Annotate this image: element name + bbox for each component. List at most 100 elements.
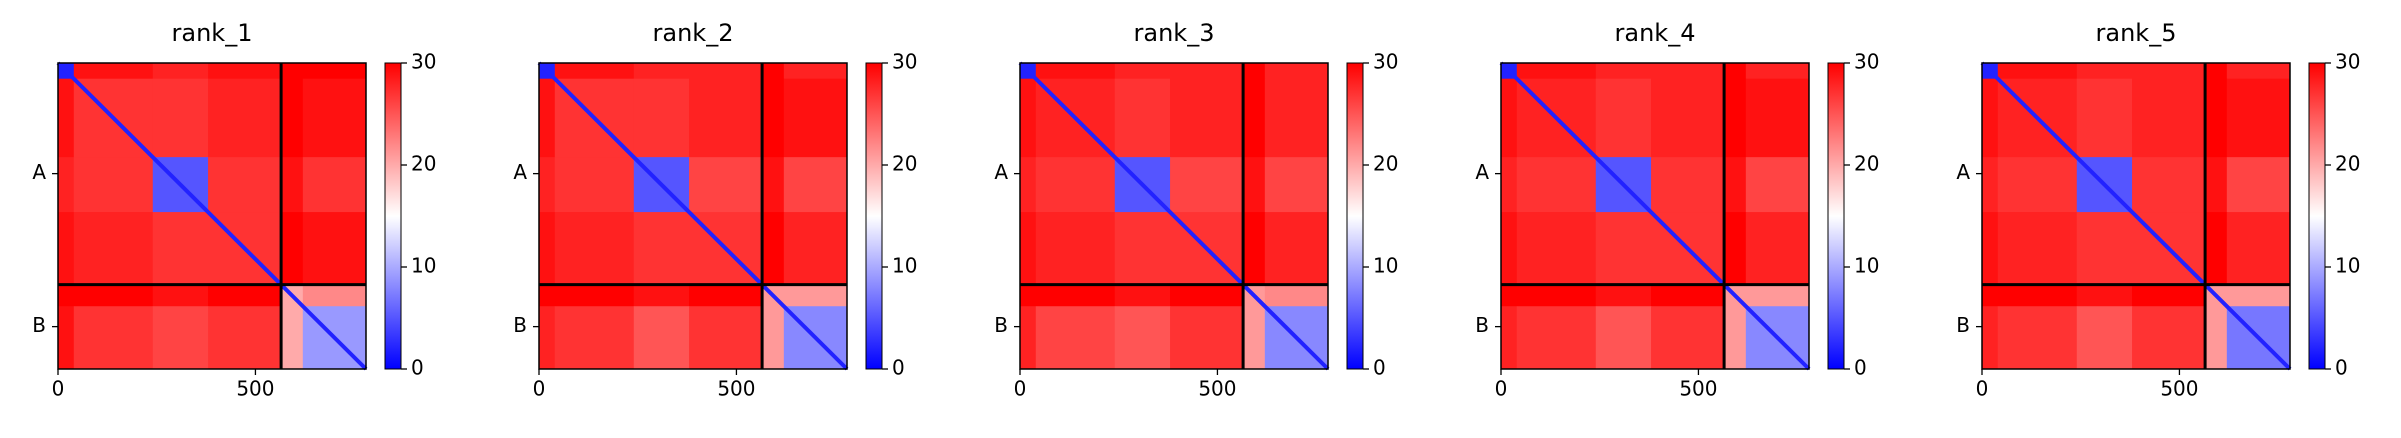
heatmap-cell xyxy=(633,63,690,80)
heatmap-cell xyxy=(58,306,75,370)
heatmap-cell xyxy=(1724,306,1747,370)
plot-frame xyxy=(57,62,367,370)
heatmap-cell xyxy=(2226,78,2291,158)
heatmap-cell xyxy=(762,306,785,370)
x-tick-label: 0 xyxy=(52,377,65,401)
heatmap-cell xyxy=(1982,284,1999,307)
heatmap-cell xyxy=(1170,78,1244,158)
panel-title: rank_5 xyxy=(2096,19,2177,47)
colorbar-tick-label: 20 xyxy=(411,152,436,176)
panel-title: rank_1 xyxy=(172,19,253,47)
colorbar xyxy=(1346,62,1364,370)
colorbar-tick-label: 0 xyxy=(1373,356,1386,380)
heatmap-cell xyxy=(2205,63,2228,80)
heatmap-cell xyxy=(281,212,304,286)
diagonal xyxy=(1018,61,1330,371)
panel-title: rank_4 xyxy=(1615,19,1696,47)
heatmap-cell xyxy=(1035,63,1116,80)
heatmap-cell xyxy=(1516,63,1597,80)
colorbar-tick-label: 20 xyxy=(1373,152,1398,176)
heatmap-cell xyxy=(2205,306,2228,370)
heatmap-cell xyxy=(1243,306,1266,370)
heatmap-cell xyxy=(58,157,75,213)
y-tick-label: B xyxy=(1475,313,1489,337)
colorbar-tick-label: 30 xyxy=(1854,50,1879,74)
heatmap-cell xyxy=(554,157,635,213)
heatmap-cell xyxy=(152,284,209,307)
y-tick-label: A xyxy=(1956,160,1970,184)
diagonal xyxy=(56,61,368,371)
colorbar-tick-label: 20 xyxy=(1854,152,1879,176)
heatmap-cell xyxy=(2132,306,2206,370)
colorbar-tick-label: 30 xyxy=(411,50,436,74)
colorbar-tick-label: 10 xyxy=(411,254,436,278)
heatmap-cell xyxy=(2132,284,2206,307)
x-tick-label: 500 xyxy=(1679,377,1717,401)
diagonal xyxy=(1980,61,2292,371)
heatmap-cell xyxy=(2226,157,2291,213)
heatmap-cell xyxy=(1997,306,2078,370)
heatmap-cell xyxy=(1020,212,1037,286)
heatmap-cell xyxy=(2205,78,2228,158)
colorbar-tick-label: 30 xyxy=(1373,50,1398,74)
heatmap-cell xyxy=(633,306,690,370)
heatmap-cell xyxy=(554,63,635,80)
heatmap-cell xyxy=(208,284,282,307)
heatmap-cell xyxy=(302,284,367,307)
heatmap-cell xyxy=(2226,63,2291,80)
heatmap-cell xyxy=(281,157,304,213)
colorbar-tick-label: 20 xyxy=(2335,152,2360,176)
heatmap-cell xyxy=(783,63,848,80)
heatmap-cell xyxy=(783,212,848,286)
x-tick-label: 0 xyxy=(533,377,546,401)
colorbar-tick-label: 0 xyxy=(2335,356,2348,380)
heatmap-cell xyxy=(1516,284,1597,307)
heatmap-cell xyxy=(633,212,690,286)
heatmap-cell xyxy=(1724,157,1747,213)
heatmap-cell xyxy=(2076,306,2133,370)
heatmap-cell xyxy=(1724,63,1747,80)
y-tick-label: A xyxy=(513,160,527,184)
heatmap-cell xyxy=(208,63,282,80)
heatmap-cell xyxy=(73,284,154,307)
heatmap-cell xyxy=(73,212,154,286)
y-tick-label: A xyxy=(1475,160,1489,184)
heatmap-cell xyxy=(1114,78,1171,158)
heatmap-cell xyxy=(1114,306,1171,370)
heatmap-cell xyxy=(208,78,282,158)
x-tick-label: 500 xyxy=(2160,377,2198,401)
y-tick-label: B xyxy=(1956,313,1970,337)
heatmap-cell xyxy=(2132,157,2206,213)
heatmap-cell xyxy=(302,212,367,286)
heatmap-cell xyxy=(783,284,848,307)
heatmap-cell xyxy=(2132,63,2206,80)
x-tick-label: 500 xyxy=(236,377,274,401)
heatmap-cell xyxy=(1745,157,1810,213)
heatmap-cell xyxy=(1501,306,1518,370)
heatmap-cell xyxy=(1745,63,1810,80)
plot-frame xyxy=(1019,62,1329,370)
heatmap-cell xyxy=(1170,306,1244,370)
heatmap-cell xyxy=(1595,284,1652,307)
heatmap-cell xyxy=(1264,284,1329,307)
y-tick-label: A xyxy=(32,160,46,184)
heatmap-cell xyxy=(633,284,690,307)
heatmap-cell xyxy=(762,78,785,158)
diagonal xyxy=(537,61,849,371)
heatmap-cell xyxy=(1651,306,1725,370)
heatmap-cell xyxy=(2076,78,2133,158)
heatmap-cell xyxy=(1982,306,1999,370)
heatmap-cell xyxy=(1595,78,1652,158)
heatmap-cell xyxy=(1020,78,1037,158)
heatmap-cell xyxy=(2226,284,2291,307)
heatmap-cell xyxy=(58,284,75,307)
heatmap-cell xyxy=(2076,212,2133,286)
heatmap-cell xyxy=(73,63,154,80)
heatmap-cell xyxy=(2132,78,2206,158)
heatmap-cell xyxy=(2205,212,2228,286)
y-tick-label: B xyxy=(513,313,527,337)
colorbar-tick-label: 0 xyxy=(411,356,424,380)
heatmap-cell xyxy=(1745,212,1810,286)
heatmap-cell xyxy=(1114,63,1171,80)
